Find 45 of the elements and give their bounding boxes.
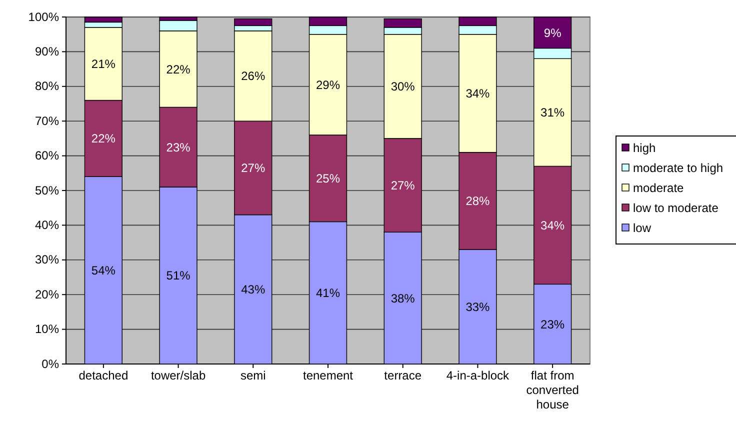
data-label: 23% (540, 317, 565, 332)
data-label: 27% (390, 178, 416, 192)
y-tick-label: 0% (42, 356, 60, 371)
y-tick-label: 60% (34, 148, 60, 163)
data-label: 23% (166, 140, 191, 154)
legend-label: low to moderate (633, 201, 719, 216)
y-tick-label: 80% (34, 79, 60, 94)
x-tick-label: tower/slab (150, 368, 206, 383)
data-label: 21% (91, 57, 116, 72)
data-label: 31% (540, 106, 565, 120)
data-label: 9% (544, 26, 562, 40)
data-label: 54% (91, 264, 116, 278)
x-tick-label: 4-in-a-block (446, 368, 510, 383)
data-label: 22% (166, 62, 191, 76)
data-label: 51% (166, 268, 191, 283)
data-label: 30% (390, 80, 416, 94)
data-label: 29% (316, 78, 340, 92)
y-tick-label: 10% (34, 322, 60, 336)
x-tick-label: tenement (302, 368, 354, 383)
data-label: 25% (316, 172, 340, 186)
y-tick-label: 90% (34, 44, 60, 59)
y-tick-label: 40% (34, 218, 60, 232)
x-tick-label: semi (240, 368, 266, 383)
y-tick-label: 30% (34, 252, 60, 267)
data-label: 33% (466, 300, 490, 314)
y-tick-label: 20% (34, 287, 60, 302)
data-label: 43% (241, 282, 266, 297)
data-label: 26% (241, 69, 266, 84)
legend-label: low (633, 221, 652, 236)
y-tick-label: 70% (34, 114, 60, 128)
data-label: 38% (390, 291, 416, 306)
legend-label: moderate (633, 181, 684, 196)
x-tick-label: flat from converted house (526, 368, 579, 412)
y-tick-label: 100% (28, 10, 60, 24)
legend-label: high (633, 141, 656, 156)
data-label: 22% (91, 132, 116, 146)
y-tick-label: 50% (34, 183, 60, 198)
data-label: 41% (316, 286, 340, 300)
data-label: 34% (540, 218, 565, 232)
x-tick-label: detached (78, 368, 128, 383)
legend-label: moderate to high (633, 161, 724, 176)
data-label: 34% (466, 86, 490, 101)
data-label: 28% (466, 194, 490, 208)
data-label: 27% (241, 161, 266, 176)
x-tick-label: terrace (384, 368, 422, 383)
